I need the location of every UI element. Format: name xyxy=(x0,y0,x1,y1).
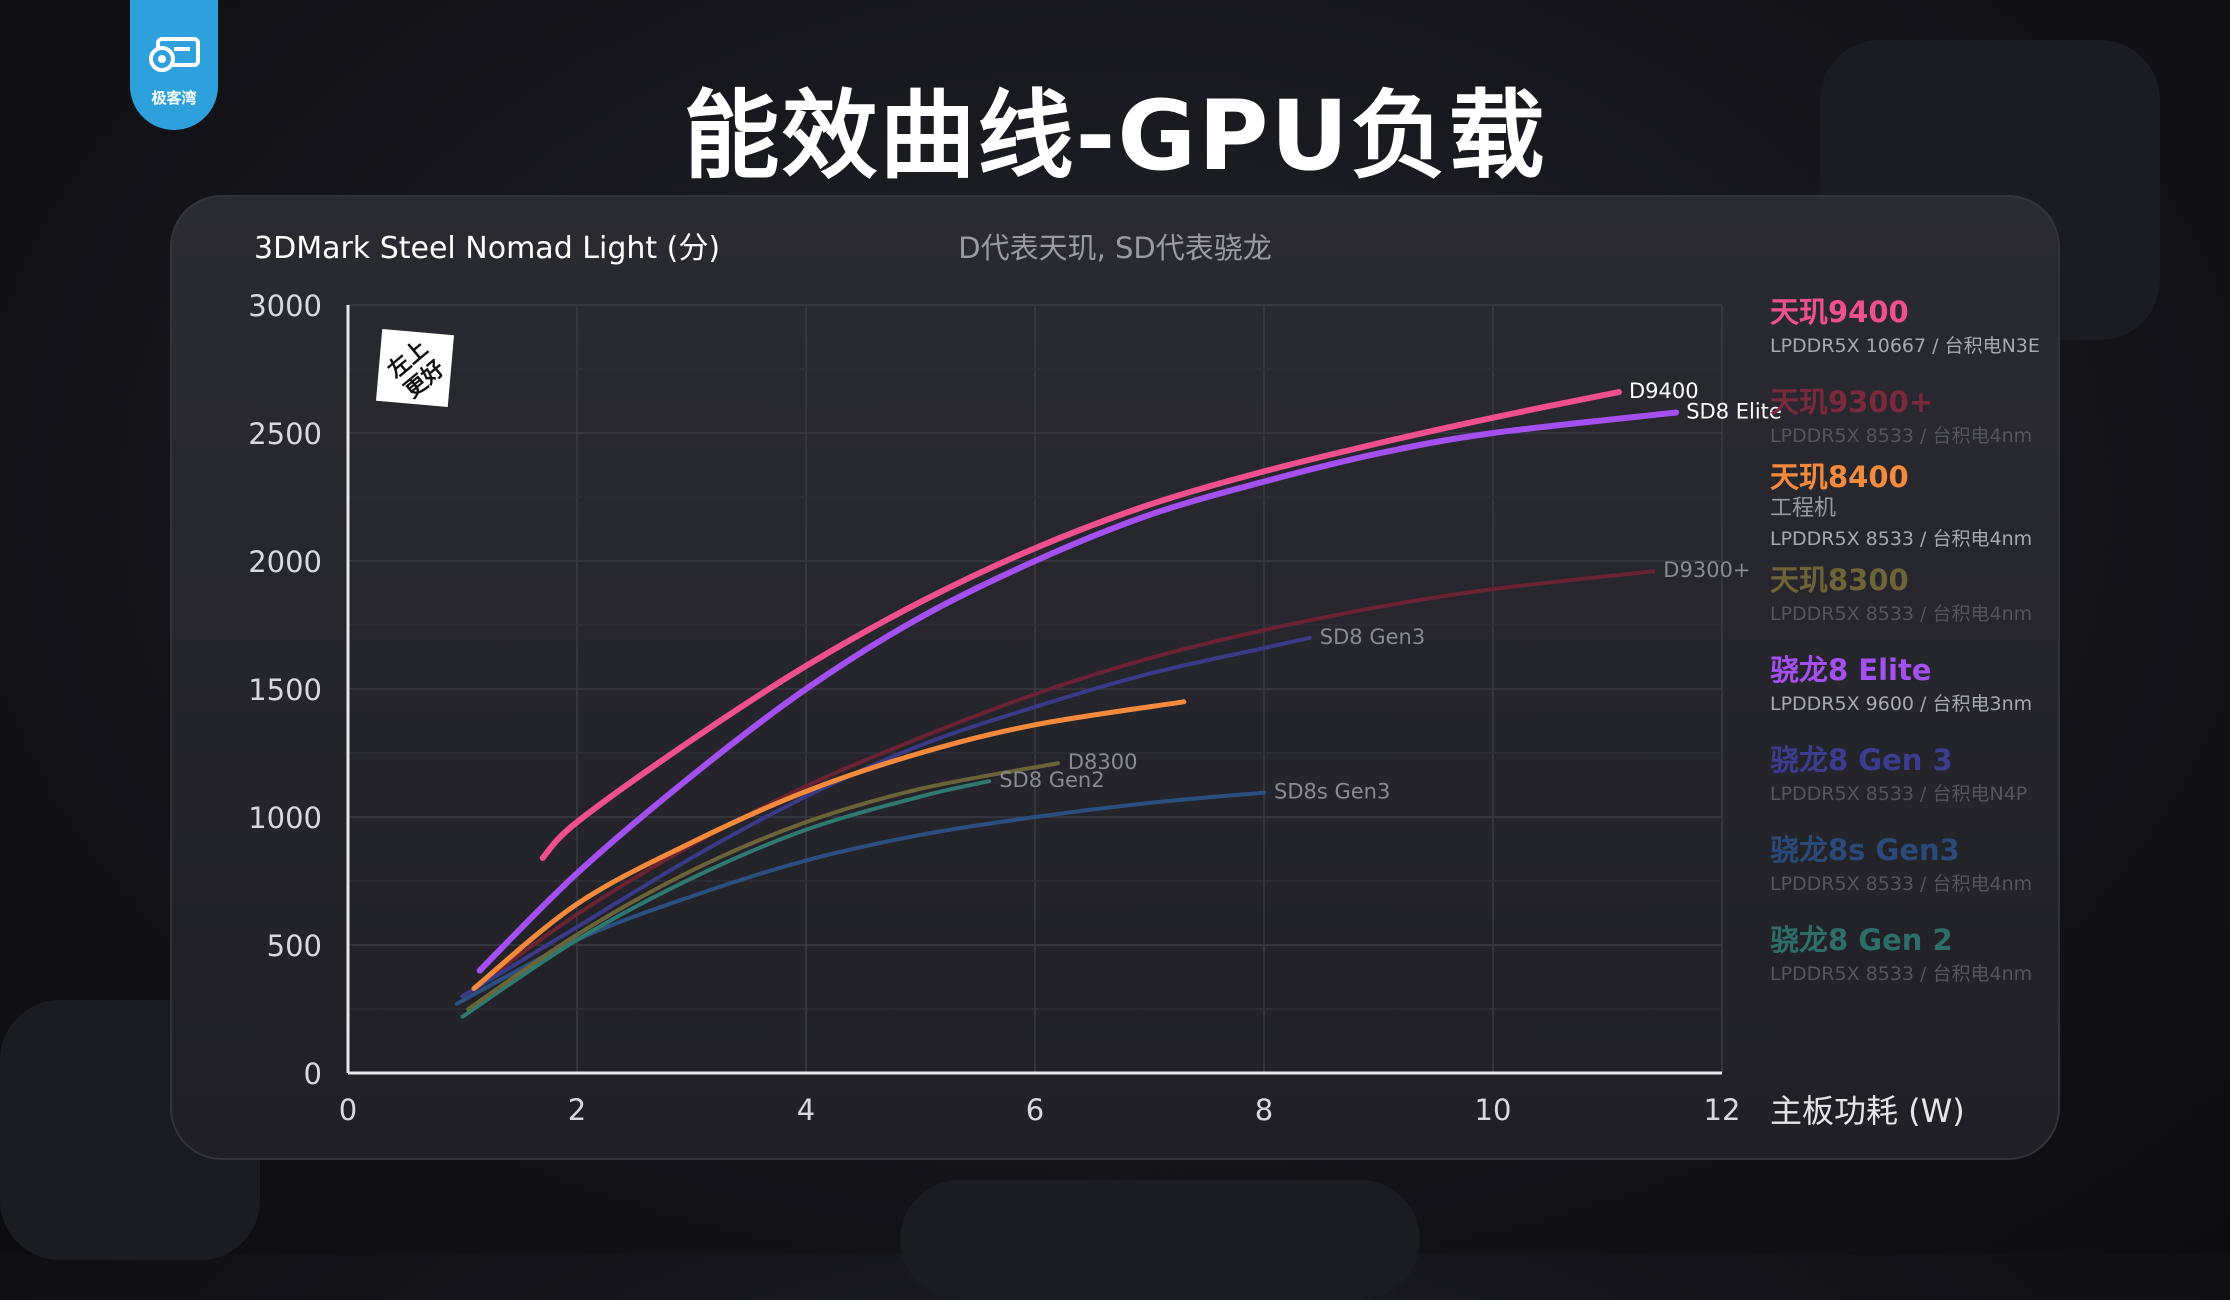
chart-svg: 3DMark Steel Nomad Light (分) D代表天玑, SD代表… xyxy=(248,231,2040,1130)
y-tick-label: 0 xyxy=(304,1057,322,1091)
series-label-d9300-: D9300+ xyxy=(1663,558,1750,582)
x-tick-label: 6 xyxy=(1026,1093,1044,1127)
series-line-d9400 xyxy=(539,389,1622,861)
legend-item-name: 骁龙8 Elite xyxy=(1770,653,1932,687)
legend-item-name: 骁龙8 Gen 3 xyxy=(1770,743,1953,777)
top-left-better-badge: 左上 更好 xyxy=(375,328,455,408)
x-tick-label: 2 xyxy=(568,1093,586,1127)
x-tick-label: 10 xyxy=(1475,1093,1512,1127)
x-axis-label: 主板功耗 (W) xyxy=(1770,1092,1965,1130)
legend-item-spec: LPDDR5X 8533 / 台积电4nm xyxy=(1770,425,2032,447)
y-tick-label: 3000 xyxy=(248,289,322,323)
legend-item-spec: LPDDR5X 9600 / 台积电3nm xyxy=(1770,693,2032,715)
chart-subtitle: D代表天玑, SD代表骁龙 xyxy=(958,231,1272,265)
y-tick-label: 1000 xyxy=(248,801,322,835)
legend-item-spec: LPDDR5X 10667 / 台积电N3E xyxy=(1770,335,2040,357)
series-line-sd8-elite xyxy=(476,409,1680,974)
series-label-d8300: D8300 xyxy=(1068,750,1138,774)
grid xyxy=(348,304,1723,1073)
x-tick-label: 0 xyxy=(339,1093,357,1127)
series-line-d9300- xyxy=(471,569,1656,991)
series-line-sd8-gen2 xyxy=(460,779,992,1019)
x-tick-label: 8 xyxy=(1255,1093,1273,1127)
legend-item-name: 骁龙8 Gen 2 xyxy=(1770,923,1953,957)
x-tick-label: 12 xyxy=(1704,1093,1741,1127)
x-tick-label: 4 xyxy=(797,1093,815,1127)
camera-gear-icon xyxy=(149,37,200,72)
series-label-sd8-elite: SD8 Elite xyxy=(1686,400,1782,424)
series-label-sd8-gen2: SD8 Gen2 xyxy=(999,768,1104,792)
axes: 0 2 4 6 8 10 12 0 500 1000 1500 2000 2500 3000 xyxy=(248,289,1740,1127)
legend-item-name: 骁龙8s Gen3 xyxy=(1770,833,1960,867)
page-title: 能效曲线-GPU负载 xyxy=(683,80,1547,192)
series-line-sd8-gen3 xyxy=(460,635,1312,999)
legend-item-name: 天玑8300 xyxy=(1770,563,1909,597)
legend-item-spec: LPDDR5X 8533 / 台积电4nm xyxy=(1770,528,2032,550)
series-label-sd8-gen3: SD8 Gen3 xyxy=(1320,625,1425,649)
y-tick-label: 2500 xyxy=(248,417,322,451)
legend-item-name: 天玑9400 xyxy=(1770,295,1909,329)
legend-item-name: 天玑8400 xyxy=(1770,460,1909,494)
legend-item-spec: LPDDR5X 8533 / 台积电N4P xyxy=(1770,783,2027,805)
legend-item-name: 天玑9300+ xyxy=(1770,385,1933,419)
series-label-sd8s-gen3: SD8s Gen3 xyxy=(1274,780,1390,804)
legend-item-spec: LPDDR5X 8533 / 台积电4nm xyxy=(1770,873,2032,895)
series-label-d9400: D9400 xyxy=(1629,379,1699,403)
y-tick-label: 1500 xyxy=(248,673,322,707)
y-tick-label: 2000 xyxy=(248,545,322,579)
legend-item-note: 工程机 xyxy=(1770,496,1836,521)
series-line-d8300 xyxy=(466,761,1060,1011)
legend: 天玑9400 LPDDR5X 10667 / 台积电N3E 天玑9300+ LPDDR… xyxy=(1770,295,2040,985)
series-lines xyxy=(454,389,1680,1019)
legend-item-spec: LPDDR5X 8533 / 台积电4nm xyxy=(1770,963,2032,985)
legend-item-spec: LPDDR5X 8533 / 台积电4nm xyxy=(1770,603,2032,625)
chart-title: 3DMark Steel Nomad Light (分) xyxy=(254,231,720,266)
y-tick-label: 500 xyxy=(267,929,322,963)
brand-logo: 极客湾 xyxy=(130,0,218,130)
logo-text: 极客湾 xyxy=(151,90,197,107)
series-line-d8400 xyxy=(471,699,1187,992)
